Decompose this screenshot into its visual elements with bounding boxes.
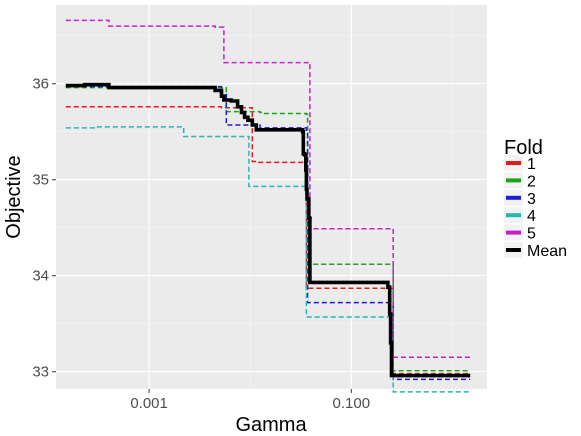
y-tick-label: 33 (32, 364, 49, 381)
major-grid (56, 5, 487, 389)
x-axis-title: Gamma (235, 414, 307, 436)
legend-label-3: 3 (527, 191, 536, 208)
plot-panel (56, 5, 487, 389)
legend-title: Fold (504, 137, 543, 159)
x-tick-label: 0.001 (130, 395, 168, 412)
series-layer (65, 19, 471, 393)
series-line-mean (65, 82, 471, 378)
x-tick-label: 0.100 (333, 395, 371, 412)
legend-label-mean: Mean (527, 243, 567, 260)
minor-grid (56, 5, 487, 389)
series-line-4 (65, 126, 471, 393)
legend-label-5: 5 (527, 226, 536, 243)
legend-label-2: 2 (527, 173, 536, 190)
y-tick-label: 34 (32, 268, 49, 285)
series-line-5 (65, 19, 471, 359)
axis-ticks: 33 34 35 36 0.001 0.100 (32, 76, 370, 412)
legend-label-1: 1 (527, 156, 536, 173)
y-tick-label: 36 (32, 76, 49, 93)
y-axis-title: Objective (3, 155, 25, 238)
y-tick-label: 35 (32, 172, 49, 189)
legend-label-4: 4 (527, 208, 536, 225)
